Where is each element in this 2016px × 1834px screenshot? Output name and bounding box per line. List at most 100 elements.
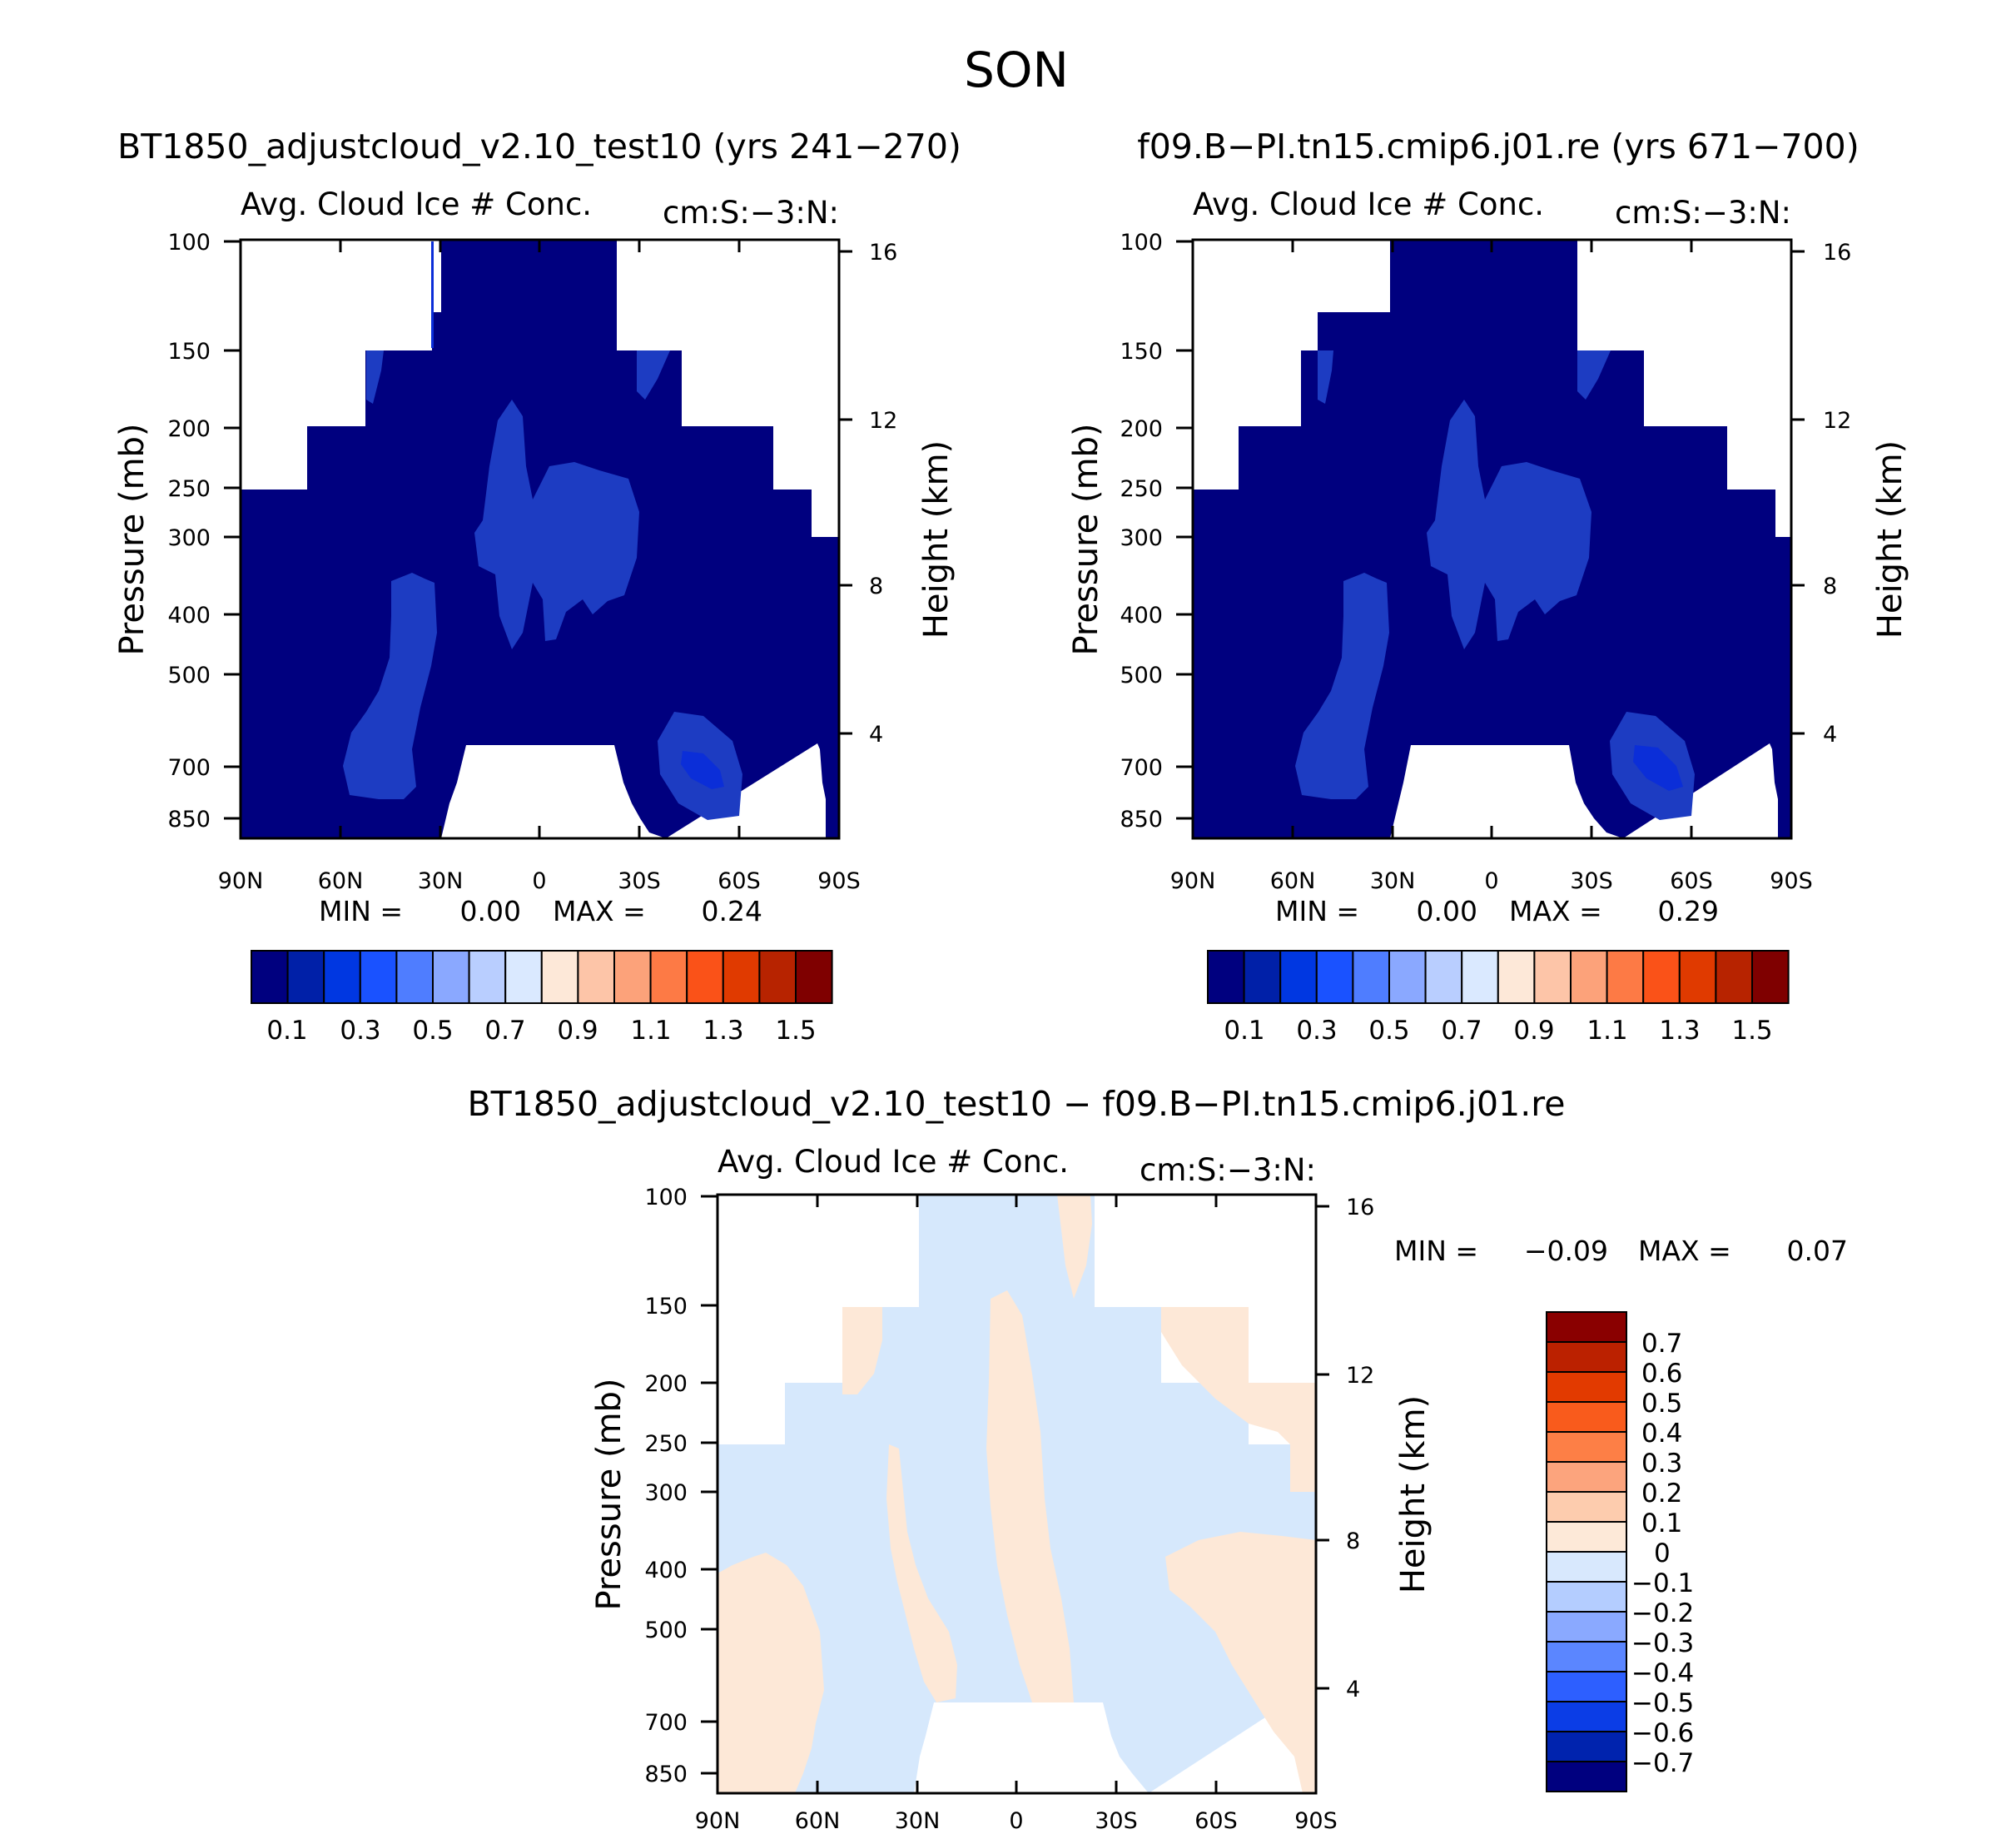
x-tick-label: 30N bbox=[895, 1808, 941, 1834]
colorbar-swatch bbox=[686, 950, 724, 1004]
colorbar-swatch bbox=[1606, 950, 1645, 1004]
contour-anomaly-tropics bbox=[1427, 400, 1591, 649]
x-tick-label: 60N bbox=[318, 868, 364, 894]
colorbar-label: 0.1 bbox=[1641, 1508, 1682, 1538]
contour-positive-regions bbox=[718, 1195, 1316, 1793]
colorbar-swatch bbox=[1207, 950, 1245, 1004]
y-tick-label: 700 bbox=[167, 755, 211, 781]
colorbar-label: 1.5 bbox=[775, 1016, 816, 1046]
colorbar-swatch bbox=[1546, 1431, 1627, 1463]
colorbar-label: 1.1 bbox=[630, 1016, 671, 1046]
max-value: 0.07 bbox=[1787, 1235, 1848, 1267]
colorbar-swatch bbox=[795, 950, 833, 1004]
panel-left-string: Avg. Cloud Ice # Conc. bbox=[718, 1144, 1069, 1180]
colorbar-swatch bbox=[1546, 1521, 1627, 1553]
colorbar-swatch bbox=[1546, 1341, 1627, 1373]
colorbar-label: 1.5 bbox=[1731, 1016, 1772, 1046]
colorbar-swatch bbox=[323, 950, 361, 1004]
colorbar-swatch bbox=[1279, 950, 1318, 1004]
x-tick-label: 60N bbox=[1270, 868, 1316, 894]
y-tick-label: 400 bbox=[644, 1558, 688, 1583]
y-axis-label: Pressure (mb) bbox=[113, 423, 151, 655]
contour-positive-right-lower bbox=[1165, 1532, 1316, 1793]
x-tick-label: 0 bbox=[1009, 1808, 1023, 1834]
colorbar-labels: 0.7 0.6 0.5 0.4 0.3 0.2 0.1 0 −0.1 −0.2 … bbox=[1631, 1329, 1694, 1778]
contour-positive-top-right bbox=[1057, 1195, 1092, 1299]
y-right-tick-label: 16 bbox=[869, 240, 897, 266]
max-value: 0.29 bbox=[1658, 895, 1719, 927]
min-value: 0.00 bbox=[1417, 895, 1477, 927]
x-tick-labels: 90N 60N 30N 0 30S 60S 90S bbox=[695, 1808, 1338, 1834]
x-tick-label: 30N bbox=[418, 868, 464, 894]
colorbar-swatch bbox=[1546, 1611, 1627, 1643]
y-tick-label: 250 bbox=[1120, 476, 1163, 502]
colorbar-swatch bbox=[1715, 950, 1753, 1004]
colorbar-swatch bbox=[1533, 950, 1572, 1004]
y-tick-labels: 100 150 200 250 300 400 500 700 850 bbox=[1120, 230, 1163, 833]
colorbar-label: 0.6 bbox=[1641, 1359, 1682, 1389]
y-tick-label: 200 bbox=[1120, 416, 1163, 442]
colorbar-swatch bbox=[758, 950, 797, 1004]
y-tick-label: 150 bbox=[167, 339, 211, 365]
colorbar-label: 1.1 bbox=[1586, 1016, 1627, 1046]
panel-title: f09.B−PI.tn15.cmip6.j01.re (yrs 671−700) bbox=[1137, 127, 1859, 167]
contour-anomaly-upper-left bbox=[366, 350, 384, 404]
y-tick-label: 500 bbox=[167, 663, 211, 688]
colorbar-label: 1.3 bbox=[703, 1016, 743, 1046]
contour-field bbox=[241, 240, 839, 838]
y-right-tick-label: 8 bbox=[869, 574, 883, 599]
colorbar-label: −0.4 bbox=[1631, 1658, 1694, 1688]
colorbar-swatch bbox=[1570, 950, 1608, 1004]
colorbar-swatch bbox=[1546, 1701, 1627, 1732]
colorbar-swatch bbox=[286, 950, 325, 1004]
y-right-tick-label: 8 bbox=[1823, 574, 1837, 599]
colorbar-label: 0.3 bbox=[340, 1016, 380, 1046]
y-axis-label: Pressure (mb) bbox=[1067, 423, 1105, 655]
colorbar-label: 0.5 bbox=[1368, 1016, 1409, 1046]
colorbar-swatch bbox=[432, 950, 470, 1004]
contour-positive-left-upper bbox=[842, 1307, 882, 1394]
y-tick-label: 250 bbox=[167, 476, 211, 502]
x-tick-labels: 90N 60N 30N 0 30S 60S 90S bbox=[218, 868, 861, 894]
panel-right-string: cm:S:−3:N: bbox=[663, 195, 839, 231]
y-tick-label: 150 bbox=[1120, 339, 1163, 365]
panel-title: BT1850_adjustcloud_v2.10_test10 − f09.B−… bbox=[468, 1084, 1566, 1124]
y-right-tick-label: 12 bbox=[1346, 1363, 1374, 1389]
colorbar-swatch bbox=[1546, 1491, 1627, 1523]
contour-anomaly-trop-left bbox=[431, 241, 434, 348]
x-tick-label: 30S bbox=[1570, 868, 1613, 894]
max-label: MAX = bbox=[553, 895, 646, 927]
x-tick-labels: 90N 60N 30N 0 30S 60S 90S bbox=[1170, 868, 1813, 894]
y-right-tick-label: 4 bbox=[1823, 722, 1837, 748]
contour-anomaly-tropics bbox=[474, 400, 639, 649]
panel-title: BT1850_adjustcloud_v2.10_test10 (yrs 241… bbox=[117, 127, 961, 167]
min-label: MIN = bbox=[319, 895, 403, 927]
colorbar-label: 0 bbox=[1654, 1538, 1671, 1568]
colorbar-swatch bbox=[613, 950, 652, 1004]
figure-title: SON bbox=[964, 42, 1069, 98]
colorbar-label: 0.7 bbox=[1441, 1016, 1482, 1046]
y-tick-label: 500 bbox=[644, 1618, 688, 1643]
x-tick-label: 90S bbox=[1294, 1808, 1338, 1834]
colorbar-swatch bbox=[1461, 950, 1499, 1004]
y-tick-label: 200 bbox=[167, 416, 211, 442]
colorbar-label: 0.9 bbox=[557, 1016, 598, 1046]
colorbar-label: −0.7 bbox=[1631, 1748, 1694, 1778]
colorbar-swatch bbox=[540, 950, 579, 1004]
minmax-row: MIN = 0.00 MAX = 0.29 bbox=[1275, 895, 1719, 927]
colorbar-label: 0.1 bbox=[266, 1016, 307, 1046]
y-right-tick-label: 4 bbox=[1346, 1677, 1360, 1702]
colorbar-swatch bbox=[1315, 950, 1354, 1004]
y-tick-label: 200 bbox=[644, 1371, 688, 1397]
colorbar-label: 0.3 bbox=[1296, 1016, 1337, 1046]
colorbar bbox=[1207, 950, 1790, 1004]
y-right-ticks bbox=[1316, 1205, 1329, 1690]
y-tick-label: 850 bbox=[167, 807, 211, 833]
colorbar-swatch bbox=[1546, 1311, 1627, 1343]
colorbar-swatch bbox=[1678, 950, 1717, 1004]
contour-anomaly-southern-core bbox=[1633, 745, 1683, 791]
minmax-row: MIN = −0.09 MAX = 0.07 bbox=[1394, 1235, 1848, 1267]
max-label: MAX = bbox=[1509, 895, 1602, 927]
contour-positive-left-lower bbox=[718, 1553, 824, 1793]
